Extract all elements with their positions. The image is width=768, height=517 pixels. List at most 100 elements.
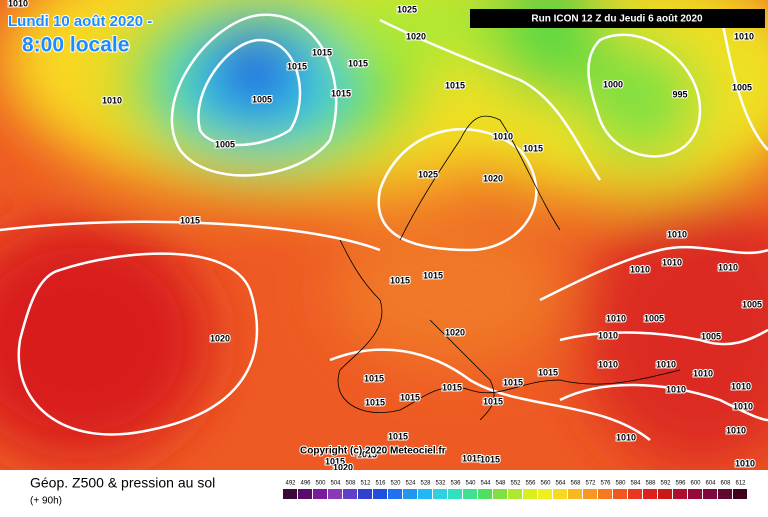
scale-label: 496 <box>300 481 311 487</box>
isobar-label: 1020 <box>210 333 230 343</box>
scale-label: 608 <box>720 481 731 487</box>
isobar-label: 1015 <box>400 392 420 402</box>
run-box <box>470 9 765 28</box>
scale-swatch <box>673 489 687 499</box>
scale-label: 544 <box>480 481 491 487</box>
scale-label: 576 <box>600 481 611 487</box>
scale-label: 584 <box>630 481 641 487</box>
scale-swatch <box>328 489 342 499</box>
scale-label: 612 <box>735 481 746 487</box>
isobar-label: 1015 <box>331 88 351 98</box>
isobar-label: 1010 <box>616 432 636 442</box>
scale-swatch <box>433 489 447 499</box>
scale-swatch <box>313 489 327 499</box>
scale-label: 500 <box>315 481 326 487</box>
scale-swatch <box>613 489 627 499</box>
scale-label: 504 <box>330 481 341 487</box>
scale-swatch <box>628 489 642 499</box>
scale-label: 560 <box>540 481 551 487</box>
scale-label: 600 <box>690 481 701 487</box>
scale-swatch <box>358 489 372 499</box>
isobars <box>0 9 768 441</box>
copyright: Copyright (c) 2020 Meteociel.fr <box>300 446 446 457</box>
scale-label: 532 <box>435 481 446 487</box>
isobar-label: 1005 <box>732 82 752 92</box>
coastlines <box>337 115 681 421</box>
isobar-label: 1015 <box>538 367 558 377</box>
isobar-label: 1010 <box>733 401 753 411</box>
isobar-label: 1005 <box>644 313 664 323</box>
scale-label: 588 <box>645 481 656 487</box>
scale-label: 540 <box>465 481 476 487</box>
isobar-label: 1015 <box>445 80 465 90</box>
isobar-label: 1015 <box>523 143 543 153</box>
isobar-label: 1015 <box>503 377 523 387</box>
scale-label: 572 <box>585 481 596 487</box>
scale-label: 592 <box>660 481 671 487</box>
isobar-label: 1005 <box>742 299 762 309</box>
scale-label: 492 <box>285 481 296 487</box>
isobar-label: 1010 <box>606 313 626 323</box>
scale-swatch <box>493 489 507 499</box>
isobar-label: 1005 <box>252 94 272 104</box>
isobar-label: 1010 <box>666 384 686 394</box>
scale-swatch <box>298 489 312 499</box>
scale-label: 520 <box>390 481 401 487</box>
isobar-label: 1010 <box>693 368 713 378</box>
run-label: Run ICON 12 Z du Jeudi 6 août 2020 <box>531 14 703 25</box>
scale-swatch <box>463 489 477 499</box>
isobar-label: 1015 <box>390 275 410 285</box>
scale-label: 524 <box>405 481 416 487</box>
isobar-label: 1015 <box>462 453 482 463</box>
scale-swatch <box>448 489 462 499</box>
scale-swatch <box>403 489 417 499</box>
date-label: Lundi 10 août 2020 - <box>8 13 152 30</box>
scale-swatch <box>688 489 702 499</box>
isobar-label: 1010 <box>734 31 754 41</box>
isobar-label: 1010 <box>718 262 738 272</box>
scale-swatch <box>583 489 597 499</box>
scale-swatch <box>373 489 387 499</box>
isobar-label: 1010 <box>630 264 650 274</box>
isobar-label: 1010 <box>598 359 618 369</box>
isobar-label: 1010 <box>735 458 755 468</box>
scale-swatch <box>568 489 582 499</box>
isobar-label: 1020 <box>445 327 465 337</box>
isobar-label: 1010 <box>731 381 751 391</box>
isobar-label: 1015 <box>365 397 385 407</box>
isobar-label: 1015 <box>357 449 377 459</box>
isobar-label: 1015 <box>388 431 408 441</box>
scale-label: 508 <box>345 481 356 487</box>
scale-swatch <box>388 489 402 499</box>
isobar-label: 1010 <box>667 229 687 239</box>
scale-label: 564 <box>555 481 566 487</box>
footer-lead: (+ 90h) <box>30 496 62 507</box>
scale-label: 556 <box>525 481 536 487</box>
isobar-label: 1015 <box>423 270 443 280</box>
scale-label: 516 <box>375 481 386 487</box>
isobar-label: 1015 <box>287 61 307 71</box>
isobar-label: 1005 <box>215 139 235 149</box>
footer-title: Géop. Z500 & pression au sol <box>30 475 215 491</box>
isobar-label: 1020 <box>406 31 426 41</box>
scale-swatch <box>343 489 357 499</box>
scale-label: 552 <box>510 481 521 487</box>
scale-label: 596 <box>675 481 686 487</box>
isobar-label: 1020 <box>483 173 503 183</box>
isobar-label: 1005 <box>701 331 721 341</box>
isobar-label: 1015 <box>442 382 462 392</box>
scale-swatch <box>658 489 672 499</box>
scale-label: 536 <box>450 481 461 487</box>
scale-swatch <box>598 489 612 499</box>
scale-swatch <box>478 489 492 499</box>
scale-swatch <box>703 489 717 499</box>
isobar-label: 1015 <box>180 215 200 225</box>
isobar-label: 1010 <box>8 0 28 8</box>
isobar-label: 1015 <box>364 373 384 383</box>
scale-swatch <box>553 489 567 499</box>
scale-swatch <box>418 489 432 499</box>
scale-swatch <box>523 489 537 499</box>
scale-swatch <box>643 489 657 499</box>
isobar-label: 1010 <box>493 131 513 141</box>
